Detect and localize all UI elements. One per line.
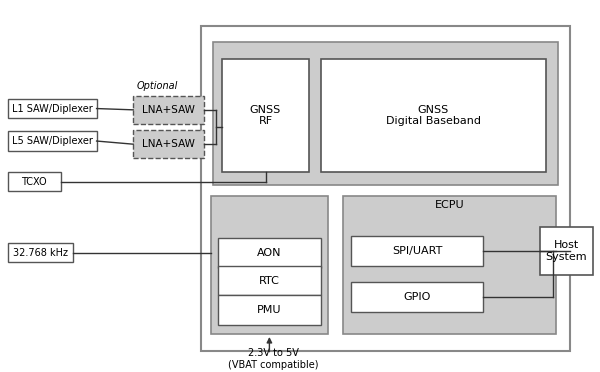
Text: L5 SAW/Diplexer: L5 SAW/Diplexer (12, 136, 92, 146)
FancyBboxPatch shape (222, 59, 309, 172)
FancyBboxPatch shape (211, 196, 328, 334)
Text: LNA+SAW: LNA+SAW (142, 139, 195, 149)
FancyBboxPatch shape (343, 196, 556, 334)
FancyBboxPatch shape (218, 295, 321, 325)
Text: TCXO: TCXO (22, 177, 47, 187)
FancyBboxPatch shape (133, 96, 204, 124)
FancyBboxPatch shape (8, 172, 61, 191)
FancyBboxPatch shape (218, 266, 321, 295)
FancyBboxPatch shape (8, 131, 97, 151)
Text: 32.768 kHz: 32.768 kHz (13, 247, 68, 257)
FancyBboxPatch shape (218, 238, 321, 268)
Text: SPI/UART: SPI/UART (392, 246, 442, 256)
Text: Optional: Optional (137, 81, 178, 91)
FancyBboxPatch shape (351, 236, 483, 266)
Text: AON: AON (257, 248, 281, 258)
Text: 2.3V to 5V
(VBAT compatible): 2.3V to 5V (VBAT compatible) (228, 348, 318, 370)
Text: RTC: RTC (259, 276, 280, 286)
Text: ECPU: ECPU (435, 200, 465, 210)
Text: PMU: PMU (257, 305, 281, 315)
Text: Host
System: Host System (545, 240, 587, 262)
Text: GNSS
RF: GNSS RF (250, 105, 281, 126)
FancyBboxPatch shape (321, 59, 546, 172)
FancyBboxPatch shape (8, 99, 97, 118)
Text: GNSS
Digital Baseband: GNSS Digital Baseband (386, 105, 481, 126)
Text: GPIO: GPIO (403, 292, 431, 302)
FancyBboxPatch shape (540, 227, 593, 275)
FancyBboxPatch shape (133, 130, 204, 158)
Text: LNA+SAW: LNA+SAW (142, 105, 195, 115)
FancyBboxPatch shape (351, 282, 483, 312)
FancyBboxPatch shape (201, 26, 570, 351)
FancyBboxPatch shape (213, 42, 558, 185)
Text: L1 SAW/Diplexer: L1 SAW/Diplexer (12, 103, 92, 113)
FancyBboxPatch shape (8, 243, 73, 262)
